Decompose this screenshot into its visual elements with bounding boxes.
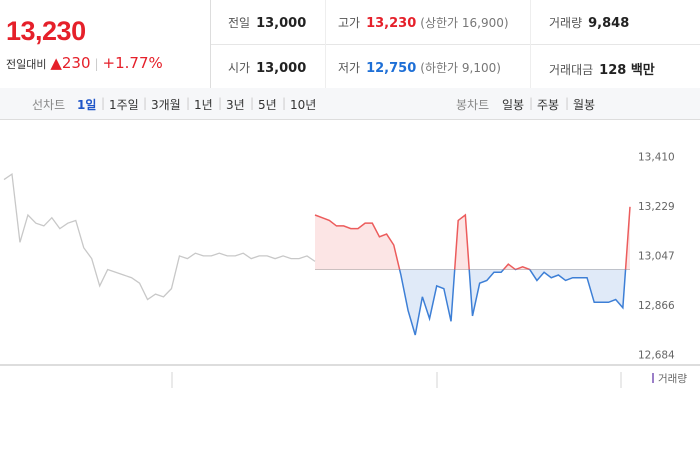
label: 거래대금 [549, 63, 594, 77]
value: 9,848 [588, 16, 630, 31]
line [3, 172, 316, 301]
change-value: 230 [61, 54, 91, 72]
legend-swatch [652, 373, 654, 383]
quote-cell: 거래량 9,848 [549, 14, 629, 31]
quote-cell: 저가 12,750 (하한가 9,100) [338, 59, 501, 76]
tab[interactable]: 주봉 [537, 98, 560, 112]
tab-group-label: 봉차트 [456, 98, 490, 112]
label: 저가 [338, 61, 361, 75]
change: 전일대비 ▲230 | +1.77% [6, 54, 163, 72]
value: 13,000 [256, 61, 307, 76]
quote-cell: 전일 13,000 [228, 14, 306, 31]
line [314, 206, 631, 270]
tab[interactable]: 1주일 [109, 98, 139, 112]
tab[interactable]: 일봉 [502, 98, 525, 112]
label: 전일 [228, 16, 251, 30]
label: 고가 [338, 16, 361, 30]
price: 13,230 [6, 16, 86, 46]
quote-cell: 시가 13,000 [228, 59, 306, 76]
tab-bar: 선차트 봉차트 1일 1주일 | 3개월 | 1년 | 3년 | 5년 | 10년 | 일봉 주봉 | 월봉 | [0, 88, 700, 120]
note: (상한가 16,900) [420, 16, 509, 30]
area [399, 269, 626, 335]
line [398, 269, 627, 336]
value: 13,000 [256, 16, 307, 31]
label: 거래량 [549, 16, 583, 30]
legend: 거래량 [658, 373, 687, 385]
change-label: 전일대비 [6, 58, 47, 71]
note: (하한가 9,100) [420, 61, 501, 75]
quote-cell: 거래대금 128 백만 [549, 59, 655, 78]
label: 시가 [228, 61, 251, 75]
value: 12,750 [366, 61, 417, 76]
y-tick-label: 12,684 [638, 350, 675, 362]
change-rate: +1.77% [102, 54, 163, 72]
tab-group-label: 선차트 [32, 98, 66, 112]
quote-cell: 고가 13,230 (상한가 16,900) [338, 14, 509, 31]
tab[interactable]: 3년 [226, 98, 245, 112]
tab[interactable]: 10년 [290, 98, 317, 112]
y-tick-label: 13,410 [638, 152, 675, 164]
quote-header: 13,230 전일대비 ▲230 | +1.77% 전일 13,000 고가 13,23… [0, 0, 700, 89]
value: 128 백만 [599, 63, 655, 78]
tab[interactable]: 1일 [77, 98, 97, 112]
tab[interactable]: 5년 [258, 98, 277, 112]
tab[interactable]: 월봉 [573, 98, 596, 112]
y-tick-label: 12,866 [638, 300, 675, 312]
y-tick-label: 13,047 [638, 251, 675, 263]
y-tick-label: 13,229 [638, 201, 675, 213]
value: 13,230 [366, 16, 417, 31]
tab[interactable]: 1년 [194, 98, 213, 112]
area [315, 206, 630, 270]
tab[interactable]: 3개월 [151, 98, 181, 112]
